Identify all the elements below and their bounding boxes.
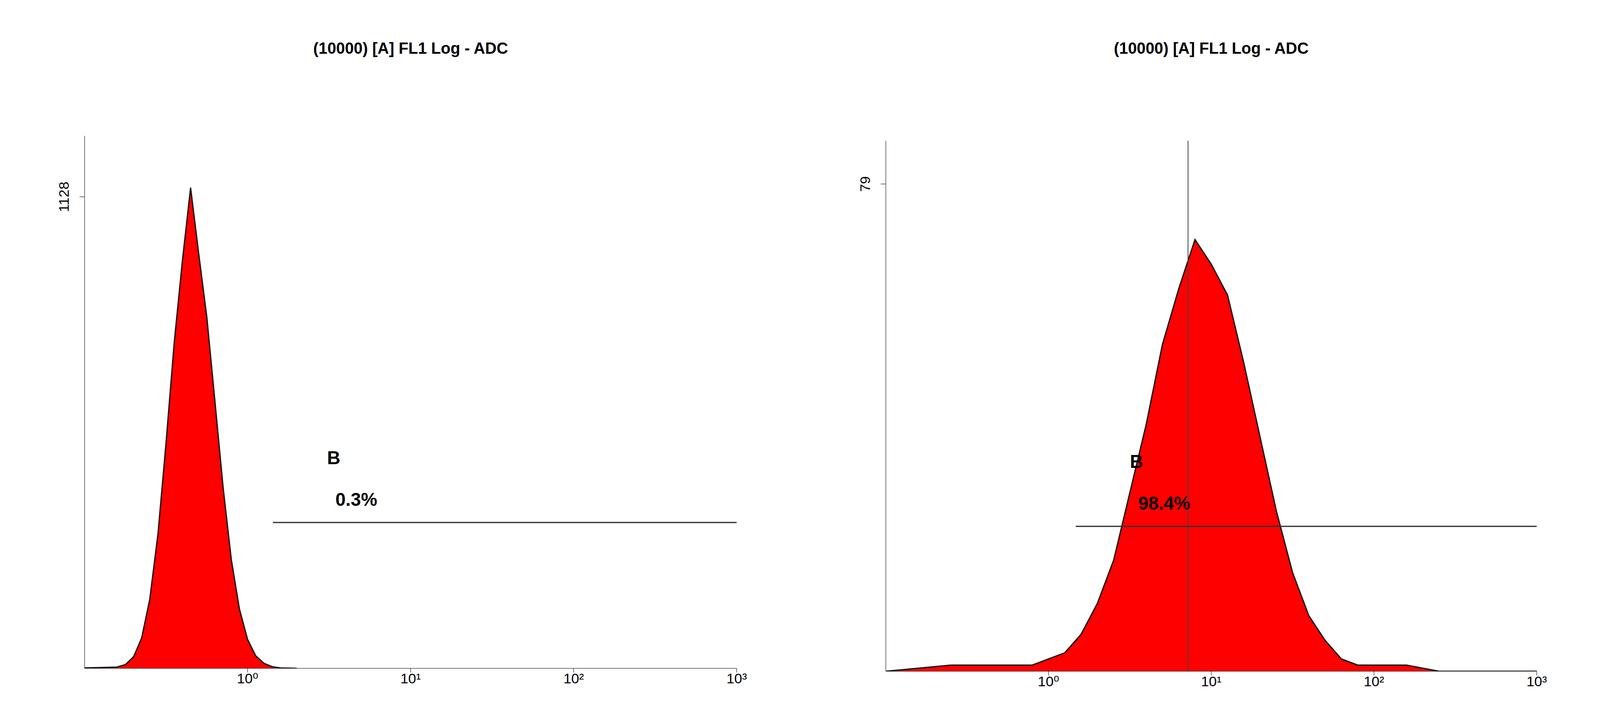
svg-text:98.4%: 98.4%	[1138, 492, 1191, 514]
svg-text:B: B	[327, 447, 341, 468]
svg-text:0.3%: 0.3%	[335, 489, 378, 510]
svg-text:79: 79	[857, 176, 873, 193]
svg-text:10¹: 10¹	[400, 670, 421, 687]
svg-text:10⁰: 10⁰	[237, 670, 259, 687]
svg-text:10²: 10²	[1363, 673, 1385, 690]
svg-text:10¹: 10¹	[1200, 673, 1222, 690]
svg-text:1128: 1128	[55, 181, 72, 213]
svg-text:B: B	[1130, 451, 1144, 472]
html-text:(10000) [A] FL1 Log - ADC: (10000) [A] FL1 Log - ADC	[1113, 39, 1309, 58]
svg-text:10⁰: 10⁰	[1037, 673, 1060, 690]
svg-text:10³: 10³	[726, 670, 747, 687]
svg-text:10²: 10²	[563, 670, 584, 687]
svg-text:10³: 10³	[1526, 673, 1547, 690]
html-text:(10000) [A] FL1 Log - ADC: (10000) [A] FL1 Log - ADC	[313, 39, 508, 58]
